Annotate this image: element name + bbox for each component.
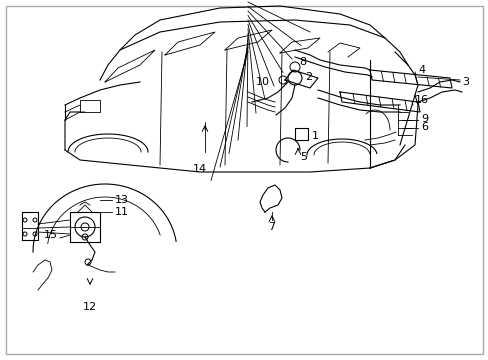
Text: 11: 11	[115, 207, 129, 217]
Text: 10: 10	[256, 77, 269, 87]
Text: 1: 1	[311, 131, 318, 141]
Text: 15: 15	[44, 230, 58, 240]
Text: 6: 6	[420, 122, 427, 132]
Text: 13: 13	[115, 195, 129, 205]
Text: 2: 2	[305, 72, 311, 82]
Text: 7: 7	[268, 222, 275, 232]
Text: 12: 12	[83, 302, 97, 312]
Text: 14: 14	[193, 164, 206, 174]
Text: 8: 8	[298, 57, 305, 67]
Text: 5: 5	[299, 152, 306, 162]
Text: 9: 9	[420, 114, 427, 124]
Text: 4: 4	[417, 65, 424, 75]
Text: 16: 16	[414, 95, 428, 105]
Text: 3: 3	[461, 77, 468, 87]
